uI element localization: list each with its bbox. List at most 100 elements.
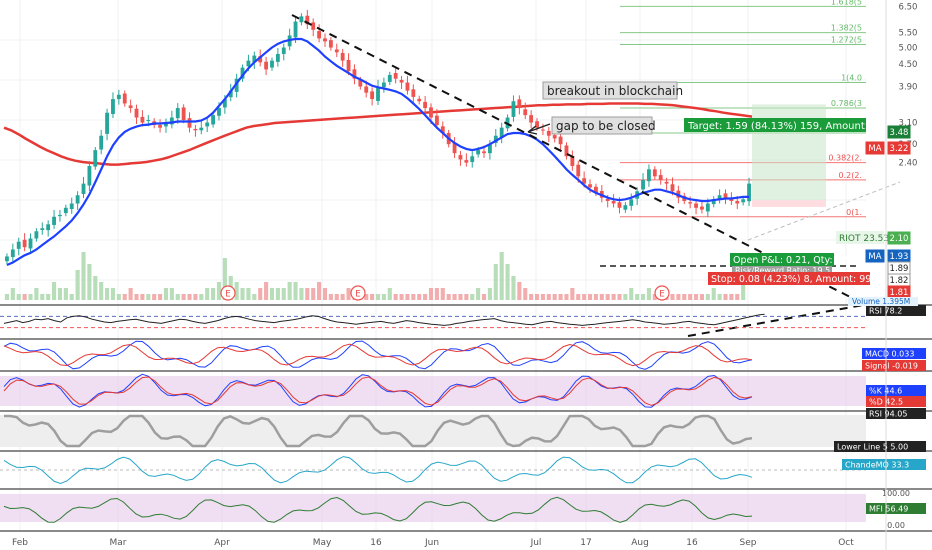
candle-body <box>334 49 339 53</box>
time-axis[interactable]: Feb Mar Apr May 16 Jun Jul 17 Aug 16 Sep Oct <box>12 538 854 548</box>
time-tick-label: Jul <box>530 538 542 548</box>
volume-bar <box>546 294 551 300</box>
gap-annotation-text: gap to be closed <box>556 119 656 133</box>
volume-bar <box>640 294 646 300</box>
volume-bar <box>275 288 280 300</box>
symbol-change-label: RIOT 23.53% <box>836 231 898 244</box>
gap-arrow <box>527 123 551 135</box>
candle-body <box>158 125 162 128</box>
candle-body <box>529 115 534 123</box>
price-tick-label: 4.50 <box>899 60 918 70</box>
open-pnl-label[interactable]: Open P&L: 0.21, Qty: 125 <box>730 253 854 266</box>
candle-body <box>588 184 592 188</box>
candle-body <box>164 122 168 127</box>
volume-bar <box>258 288 263 300</box>
volume-bar <box>252 294 257 300</box>
candle-body <box>741 199 746 203</box>
risk-reward-label[interactable]: Risk/Reward Ratio: 19.5 <box>732 266 832 275</box>
candle-body <box>476 150 481 155</box>
candle-body <box>240 67 245 79</box>
candle-body <box>222 99 227 108</box>
breakout-annotation-text: breakout in blockchain <box>547 84 683 98</box>
volume-bar <box>458 294 463 300</box>
volume-bar <box>87 264 92 300</box>
target-label[interactable]: Target: 1.59 (84.13%) 159, Amount: 1198.… <box>684 118 913 132</box>
gap-annotation[interactable]: gap to be closed <box>527 116 656 135</box>
volume-label-text: Volume 1.395M <box>852 297 910 306</box>
price-axis[interactable]: 6.505.505.004.503.903.102.702.403.48MA3.… <box>848 0 918 550</box>
volume-bar <box>423 294 428 300</box>
stop-zone <box>752 200 826 207</box>
candle-body <box>22 239 27 248</box>
volume-bar <box>646 288 651 300</box>
price-pane[interactable]: 1.618(51.382(51.272(51(4.00.786(30.618(2… <box>3 0 913 337</box>
price-tag-text: MA <box>868 252 881 262</box>
candle-body <box>376 86 380 101</box>
volume-bar <box>193 294 198 300</box>
volume-bar <box>446 294 451 300</box>
fib-level-label: 1.382(5 <box>831 24 862 33</box>
fib-level-label: 0.382(2. <box>828 154 862 163</box>
candle-body <box>493 135 498 143</box>
stop-label-box <box>708 272 870 285</box>
breakout-annotation[interactable]: breakout in blockchain <box>542 81 683 100</box>
candle-body <box>535 121 539 128</box>
candle-body <box>81 183 86 194</box>
volume-bar <box>452 294 457 300</box>
ma-long-line <box>3 102 753 166</box>
risk-reward-box <box>732 266 832 274</box>
candle-body <box>694 203 698 208</box>
candle-body <box>487 144 492 154</box>
volume-bar <box>317 282 322 300</box>
candle-body <box>270 60 274 68</box>
volume-bar <box>440 288 445 300</box>
volume-bar <box>163 288 169 300</box>
volume-bar <box>63 288 68 300</box>
candle-body <box>358 79 363 87</box>
stoch-d-line <box>3 376 753 406</box>
volume-bar <box>517 282 522 300</box>
volume-bar <box>93 276 98 300</box>
volume-bar <box>305 288 310 300</box>
volume-bar <box>216 282 222 300</box>
price-tag-text: MA <box>868 144 881 154</box>
price-tag-text: 1.89 <box>890 264 909 274</box>
candle-body <box>364 86 369 93</box>
candle-body <box>434 115 439 126</box>
candle-body <box>723 193 728 198</box>
volume-bar <box>676 294 681 300</box>
candle-body <box>523 109 528 116</box>
volume-bar <box>434 288 439 300</box>
candle-body <box>717 195 722 199</box>
stoch-band <box>0 376 866 406</box>
candle-body <box>175 108 180 119</box>
price-tag-box <box>887 125 911 139</box>
price-tag-text: 3.48 <box>890 128 909 138</box>
candle-body <box>128 105 133 109</box>
stop-label[interactable]: Stop: 0.08 (4.23%) 8, Amount: 990 <box>708 272 877 285</box>
candle-body <box>234 78 239 92</box>
volume-bar <box>40 294 45 300</box>
candle-body <box>146 120 151 122</box>
lower-line-tag-box <box>834 441 926 452</box>
open-pnl-box <box>730 253 834 266</box>
volume-bar <box>599 294 604 300</box>
volume-bar <box>552 294 557 300</box>
volume-bar <box>652 294 657 300</box>
volume-bar <box>464 294 469 300</box>
candle-body <box>664 181 669 184</box>
earnings-marker-circle <box>654 285 670 301</box>
volume-bar <box>587 294 593 300</box>
volume-bar <box>34 288 39 300</box>
symbol-change-text: RIOT 23.53% <box>839 234 898 244</box>
price-tag-box <box>887 141 911 155</box>
candle-body <box>58 214 62 217</box>
fib-level-label: 0(1. <box>846 208 862 217</box>
candle-body <box>299 16 304 23</box>
candles <box>5 9 751 265</box>
candle-body <box>34 231 39 239</box>
candle-body <box>317 31 322 39</box>
candle-body <box>264 61 269 70</box>
volume-bar <box>334 294 339 300</box>
